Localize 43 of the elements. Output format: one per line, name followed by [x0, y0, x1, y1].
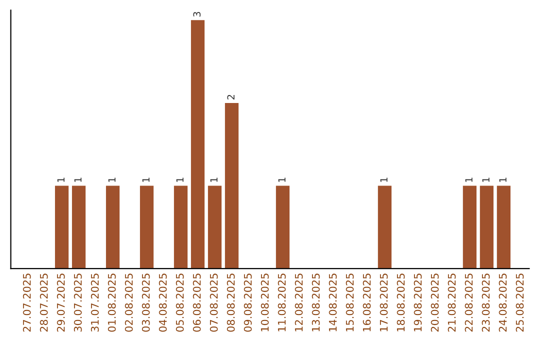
x-tick-label: 31.07.2025: [90, 274, 99, 332]
x-tick-label: 12.08.2025: [294, 274, 303, 332]
x-tick-label: 29.07.2025: [56, 274, 65, 332]
x-tick-label: 27.07.2025: [22, 274, 31, 332]
data-label: 1: [57, 178, 64, 182]
x-tick-label: 08.08.2025: [226, 274, 235, 332]
x-tick-label: 04.08.2025: [158, 274, 167, 332]
x-tick-label: 24.08.2025: [498, 274, 507, 332]
x-tick-label: 30.07.2025: [74, 274, 82, 332]
data-label: 1: [210, 178, 218, 182]
x-tick-label: 16.08.2025: [362, 274, 371, 332]
data-label: 1: [278, 178, 286, 182]
x-tick-label: 18.08.2025: [396, 274, 405, 332]
data-label: 1: [108, 178, 116, 182]
x-tick-label: 03.08.2025: [142, 274, 150, 332]
x-tick-label: 10.08.2025: [260, 274, 269, 332]
data-label: 1: [465, 178, 472, 182]
data-label: 2: [227, 94, 234, 100]
x-tick-label: 20.08.2025: [430, 274, 439, 332]
x-tick-label: 22.08.2025: [464, 274, 473, 332]
x-tick-label: 25.08.2025: [516, 274, 524, 332]
data-label: 1: [176, 178, 184, 182]
x-tick-label: 19.08.2025: [414, 274, 422, 332]
x-tick-label: 21.08.2025: [448, 274, 456, 332]
data-label: 1: [74, 178, 82, 182]
x-tick-label: 09.08.2025: [244, 274, 252, 332]
x-tick-label: 05.08.2025: [176, 274, 184, 332]
x-tick-label: 02.08.2025: [124, 274, 133, 332]
x-tick-label: 07.08.2025: [210, 274, 218, 332]
data-label: 1: [142, 178, 150, 182]
x-tick-label: 23.08.2025: [482, 274, 490, 332]
x-tick-label: 28.07.2025: [40, 274, 48, 332]
x-tick-label: 06.08.2025: [192, 274, 201, 332]
x-tick-label: 17.08.2025: [380, 274, 388, 332]
x-tick-label: 11.08.2025: [278, 274, 286, 332]
x-tick-label: 13.08.2025: [312, 274, 320, 332]
x-tick-label: 14.08.2025: [328, 274, 337, 332]
x-tick-label: 15.08.2025: [346, 274, 354, 332]
data-label: 3: [193, 12, 201, 17]
data-label: 1: [499, 178, 506, 182]
data-label: 1: [482, 178, 490, 182]
data-label: 1: [380, 178, 388, 182]
x-tick-label: 01.08.2025: [108, 274, 116, 332]
